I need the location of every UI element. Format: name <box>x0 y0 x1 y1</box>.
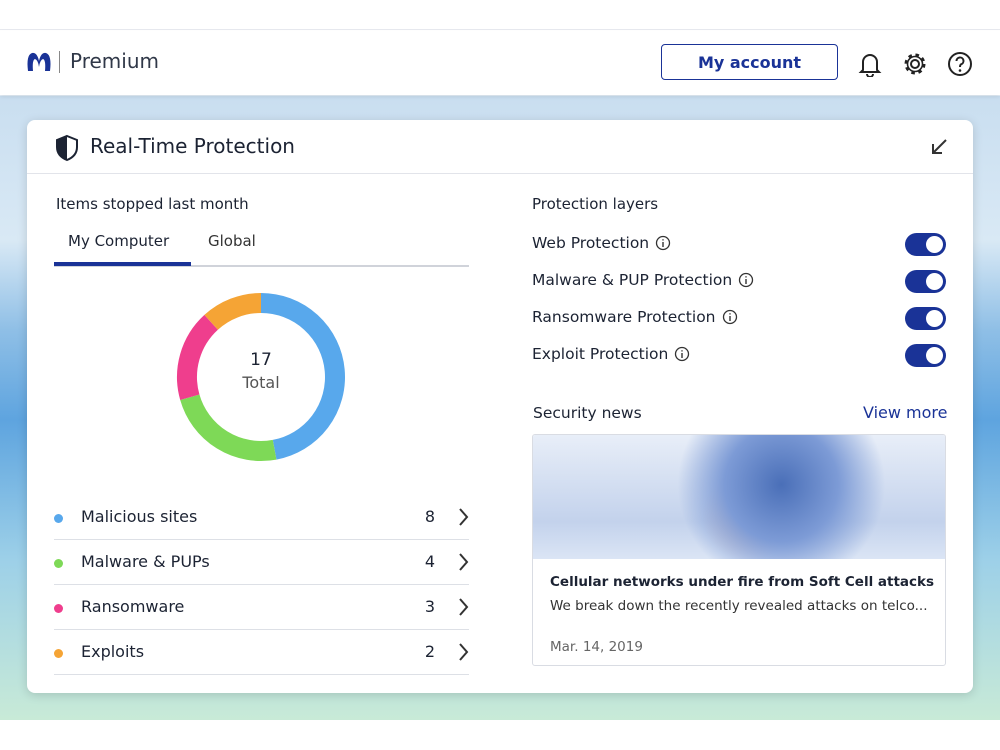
help-icon[interactable] <box>947 51 973 77</box>
category-name: Malicious sites <box>81 507 198 526</box>
items-heading: Items stopped last month <box>56 195 249 213</box>
toggle-knob <box>926 236 943 253</box>
category-count: 8 <box>424 507 435 526</box>
article-image <box>533 435 945 559</box>
donut-segment <box>204 293 262 330</box>
donut-segment <box>180 394 277 461</box>
news-article[interactable]: Cellular networks under fire from Soft C… <box>532 434 946 666</box>
layer-name: Web Protection <box>532 234 650 252</box>
toggle-knob <box>926 310 943 327</box>
toggle-knob <box>926 347 943 364</box>
layer-row: Exploit Protection <box>532 345 690 363</box>
separator <box>27 173 973 174</box>
legend-dot <box>54 649 63 658</box>
info-icon <box>655 235 671 251</box>
settings-icon[interactable] <box>902 51 928 77</box>
divider <box>59 51 60 73</box>
category-count: 2 <box>424 642 435 661</box>
legend-dot <box>54 514 63 523</box>
tab[interactable]: Global <box>208 232 256 250</box>
category-name: Ransomware <box>81 597 185 616</box>
total-label: Total <box>241 373 279 392</box>
tab-rule <box>54 265 469 267</box>
article-date: Mar. 14, 2019 <box>550 639 643 655</box>
layer-row: Web Protection <box>532 234 671 252</box>
layer-name: Exploit Protection <box>532 345 669 363</box>
chevron <box>459 553 469 571</box>
category-row[interactable]: Exploits 2 <box>54 630 469 675</box>
info-circle <box>675 346 690 362</box>
category-name: Malware & PUPs <box>81 552 210 571</box>
category-name: Exploits <box>81 642 145 661</box>
chevron-icon <box>459 553 469 571</box>
article-summary: We break down the recently revealed atta… <box>550 598 928 614</box>
active-tab-indicator <box>54 262 191 266</box>
tab[interactable]: My Computer <box>68 232 170 250</box>
protection-card: Real-Time Protection Items stopped last … <box>27 120 973 693</box>
category-row[interactable]: Malware & PUPs 4 <box>54 540 469 585</box>
layers-heading: Protection layers <box>532 195 659 213</box>
donut-chart: 17 Total <box>177 293 345 461</box>
info-circle <box>739 272 754 288</box>
donut-segment <box>177 314 219 400</box>
view-more-link[interactable]: View more <box>863 403 948 422</box>
legend-dot <box>54 559 63 568</box>
chevron <box>459 598 469 616</box>
top-strip <box>0 0 1000 30</box>
header: Premium My account <box>0 31 1000 95</box>
chevron-icon <box>459 508 469 526</box>
info-icon <box>739 272 754 288</box>
toggle[interactable] <box>905 307 946 330</box>
category-count: 4 <box>424 552 435 571</box>
logo <box>27 52 51 71</box>
layer-row: Malware & PUP Protection <box>532 271 754 289</box>
toggle[interactable] <box>905 270 946 293</box>
collapse-icon[interactable] <box>930 138 948 156</box>
chevron <box>459 643 469 661</box>
shield-icon <box>56 134 78 162</box>
info-circle <box>722 309 737 325</box>
layer-name: Ransomware Protection <box>532 308 716 326</box>
account-button[interactable]: My account <box>661 44 838 80</box>
toggle[interactable] <box>905 344 946 367</box>
layer-row: Ransomware Protection <box>532 308 738 326</box>
news-heading: Security news <box>533 404 642 422</box>
panel-title: Real-Time Protection <box>90 134 295 158</box>
notifications-icon[interactable] <box>858 51 882 77</box>
info-circle <box>655 235 671 251</box>
category-count: 3 <box>424 597 435 616</box>
info-icon <box>722 309 737 325</box>
article-title: Cellular networks under fire from Soft C… <box>550 574 935 590</box>
chevron-icon <box>459 643 469 661</box>
info-icon <box>675 346 690 362</box>
chevron <box>459 508 469 526</box>
toggle[interactable] <box>905 233 946 256</box>
toggle-knob <box>926 273 943 290</box>
layer-name: Malware & PUP Protection <box>532 271 733 289</box>
category-row[interactable]: Malicious sites 8 <box>54 495 469 540</box>
brand: Premium <box>70 49 159 73</box>
chevron-icon <box>459 598 469 616</box>
legend-dot <box>54 604 63 613</box>
category-row[interactable]: Ransomware 3 <box>54 585 469 630</box>
total-value: 17 <box>250 350 272 370</box>
donut-segment <box>260 293 345 460</box>
